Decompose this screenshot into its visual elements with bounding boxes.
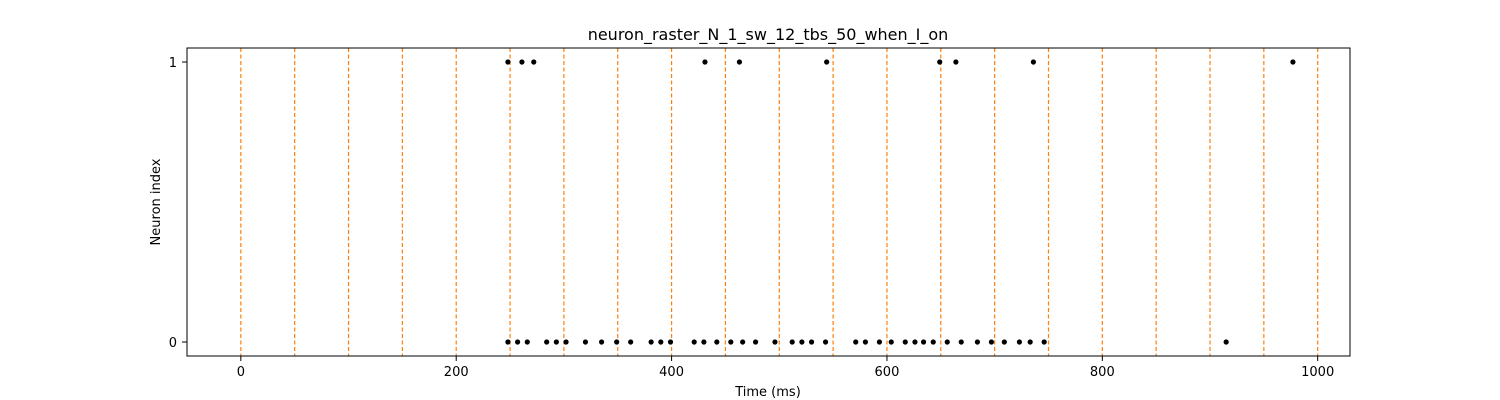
spike-n0-10 xyxy=(648,339,654,345)
spike-n0-4 xyxy=(553,339,559,345)
spike-n0-2 xyxy=(524,339,530,345)
x-tick-label-1: 200 xyxy=(444,365,469,380)
spike-n0-32 xyxy=(944,339,950,345)
spike-n0-0 xyxy=(505,339,511,345)
y-axis-label: Neuron index xyxy=(149,158,164,245)
spike-n0-8 xyxy=(614,339,620,345)
spike-n1-1 xyxy=(519,59,525,65)
spike-n1-6 xyxy=(937,59,943,65)
spike-n0-20 xyxy=(789,339,795,345)
y-axis: 01 xyxy=(169,56,187,351)
spike-n0-22 xyxy=(808,339,815,345)
x-axis: 0 200 400 600 800 1000 xyxy=(237,356,1334,380)
spike-n1-0 xyxy=(505,59,511,65)
spike-n0-37 xyxy=(1016,339,1023,345)
spike-n1-2 xyxy=(531,59,537,65)
spike-n0-38 xyxy=(1027,339,1033,345)
spike-n1-9 xyxy=(1290,59,1296,65)
spike-n0-18 xyxy=(752,339,759,345)
x-tick-label-2: 400 xyxy=(659,365,684,380)
spike-n0-30 xyxy=(920,339,927,345)
spike-n0-23 xyxy=(822,339,829,345)
spike-n1-5 xyxy=(824,59,830,65)
spike-n0-28 xyxy=(902,339,908,345)
spike-n0-34 xyxy=(974,339,981,345)
x-tick-label-0: 0 xyxy=(237,365,245,380)
spike-n0-6 xyxy=(582,339,589,345)
spike-n0-21 xyxy=(799,339,805,345)
y-tick-label-0: 0 xyxy=(169,336,177,351)
y-tick-label-1: 1 xyxy=(169,56,177,71)
spike-n1-3 xyxy=(702,59,708,65)
spike-n0-16 xyxy=(728,339,734,345)
spike-n0-17 xyxy=(740,339,746,345)
spike-n0-19 xyxy=(772,339,778,345)
spike-n0-25 xyxy=(862,339,869,345)
spike-n0-14 xyxy=(701,339,707,345)
spike-n0-5 xyxy=(563,339,569,345)
x-tick-label-4: 800 xyxy=(1090,365,1115,380)
spike-n0-40 xyxy=(1223,339,1229,345)
spike-n1-4 xyxy=(736,59,743,65)
x-tick-label-3: 600 xyxy=(875,365,900,380)
spike-n0-31 xyxy=(930,339,936,345)
spike-n0-35 xyxy=(988,339,995,345)
spike-n0-29 xyxy=(912,339,918,345)
spike-n0-33 xyxy=(958,339,964,345)
spike-n0-39 xyxy=(1041,339,1047,345)
chart-title: neuron_raster_N_1_sw_12_tbs_50_when_I_on xyxy=(588,25,949,45)
spike-markers xyxy=(505,59,1296,345)
spike-n0-15 xyxy=(714,339,720,345)
spike-n0-3 xyxy=(544,339,550,345)
spike-n0-27 xyxy=(888,339,894,345)
spike-n0-36 xyxy=(1001,339,1007,345)
x-axis-label: Time (ms) xyxy=(734,385,801,400)
vertical-marker-lines xyxy=(240,48,1319,356)
spike-n0-12 xyxy=(667,339,674,345)
spike-n1-8 xyxy=(1030,59,1037,65)
spike-n0-7 xyxy=(598,339,605,345)
x-tick-label-5: 1000 xyxy=(1301,365,1334,380)
spike-n0-13 xyxy=(691,339,697,345)
spike-n0-24 xyxy=(853,339,859,345)
spike-n0-26 xyxy=(876,339,883,345)
spike-n0-9 xyxy=(628,339,634,345)
plot-frame xyxy=(186,47,1351,357)
spike-n1-7 xyxy=(953,59,959,65)
spike-n0-1 xyxy=(514,339,521,345)
spike-n0-11 xyxy=(658,339,664,345)
